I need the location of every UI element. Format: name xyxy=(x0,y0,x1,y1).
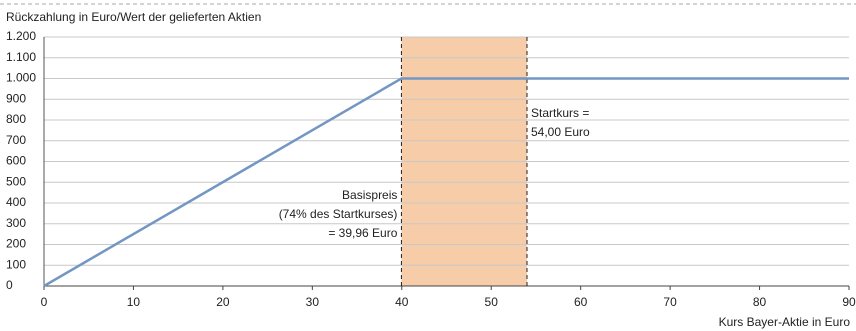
annotation: 54,00 Euro xyxy=(531,125,590,139)
y-tick-label: 900 xyxy=(6,91,26,105)
x-tick-label: 90 xyxy=(842,295,856,309)
x-tick-label: 80 xyxy=(753,295,767,309)
y-tick-label: 300 xyxy=(6,216,26,230)
y-tick-label: 400 xyxy=(6,195,26,209)
x-tick-label: 60 xyxy=(574,295,588,309)
y-tick-label: 0 xyxy=(6,278,13,292)
x-tick-label: 40 xyxy=(395,295,409,309)
y-tick-label: 200 xyxy=(6,237,26,251)
annotation: Startkurs = xyxy=(531,106,589,120)
y-tick-label: 800 xyxy=(6,112,26,126)
y-tick-label: 500 xyxy=(6,174,26,188)
annotation: Basispreis xyxy=(342,188,397,202)
y-tick-label: 600 xyxy=(6,154,26,168)
y-tick-label: 100 xyxy=(6,257,26,271)
y-tick-label: 1.100 xyxy=(6,50,36,64)
x-tick-label: 50 xyxy=(485,295,499,309)
x-axis-label: Kurs Bayer-Aktie in Euro xyxy=(719,315,851,329)
x-tick-label: 0 xyxy=(41,295,48,309)
y-tick-label: 700 xyxy=(6,133,26,147)
x-tick-label: 70 xyxy=(663,295,677,309)
x-tick-label: 10 xyxy=(127,295,141,309)
x-tick-label: 30 xyxy=(306,295,320,309)
y-axis-label: Rückzahlung in Euro/Wert der gelieferten… xyxy=(6,10,261,24)
y-tick-label: 1.200 xyxy=(6,29,36,43)
line xyxy=(43,77,849,288)
y-tick-label: 1.000 xyxy=(6,71,36,85)
annotation: = 39,96 Euro xyxy=(328,226,397,240)
annotation: (74% des Startkurses) xyxy=(279,207,398,221)
x-tick-label: 20 xyxy=(216,295,230,309)
